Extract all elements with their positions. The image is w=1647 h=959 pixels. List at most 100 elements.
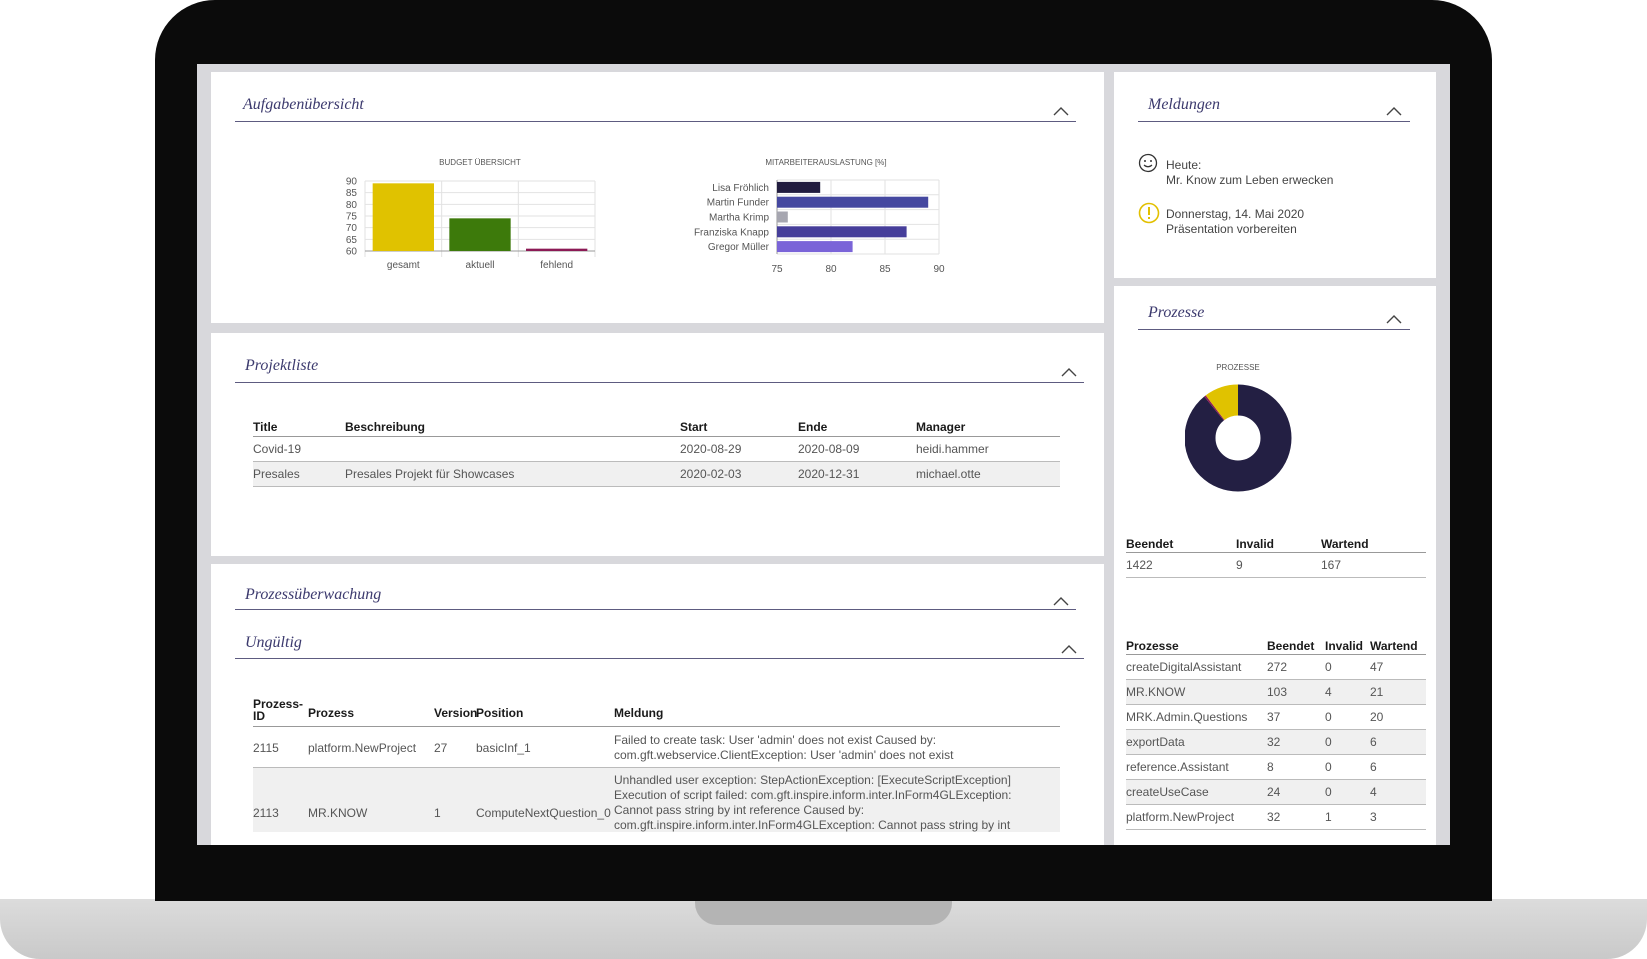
chart-title: BUDGET ÜBERSICHT (439, 158, 521, 167)
column-header: Beendet (1126, 536, 1236, 553)
message-item[interactable]: Heute: Mr. Know zum Leben erwecken (1166, 158, 1333, 188)
collapse-chevron-icon[interactable] (1386, 314, 1402, 324)
cell-description: Presales Projekt für Showcases (345, 461, 680, 487)
cell-position: ComputeNextQuestion_0 (476, 806, 611, 820)
table-row[interactable]: MRK.Admin.Questions 37 0 20 (1126, 704, 1426, 730)
table-row[interactable]: Presales Presales Projekt für Showcases … (253, 461, 1060, 487)
cell-description (345, 436, 680, 462)
process-donut-chart: PROZESSE (1185, 363, 1292, 492)
warning-icon (1138, 202, 1160, 224)
y-tick-label: Gregor Müller (708, 242, 770, 253)
table-header-row: Beendet Invalid Wartend (1126, 536, 1426, 553)
x-tick-label: 80 (825, 264, 837, 275)
subpanel-title: Ungültig (245, 634, 302, 651)
x-tick-label: aktuell (466, 260, 495, 271)
title-divider (235, 382, 1084, 383)
message-text: Mr. Know zum Leben erwecken (1166, 173, 1334, 187)
table-row[interactable]: createDigitalAssistant 272 0 47 (1126, 654, 1426, 680)
column-header: Start (680, 419, 798, 437)
y-tick-label: Martin Funder (707, 198, 770, 209)
chart-title: PROZESSE (1216, 363, 1260, 372)
title-divider (1138, 121, 1410, 122)
table-row[interactable]: createUseCase 24 0 4 (1126, 779, 1426, 805)
cell-title: Covid-19 (253, 436, 345, 462)
title-divider (235, 121, 1076, 122)
cell-wartend: 20 (1370, 704, 1426, 730)
cell-wartend: 6 (1370, 754, 1426, 780)
cell-invalid: 0 (1325, 729, 1370, 755)
panel-meldungen: Meldungen Heute: Mr. Know zum Leben erwe… (1114, 72, 1436, 278)
bar-lisa-fröhlich (777, 181, 821, 193)
y-tick-label: 90 (346, 177, 358, 188)
table-row: 1422 9 167 (1126, 552, 1426, 578)
cell-invalid: 0 (1325, 704, 1370, 730)
y-tick-label: 75 (346, 212, 358, 223)
column-header: Invalid (1236, 536, 1321, 553)
collapse-chevron-icon[interactable] (1053, 596, 1069, 606)
cell-beendet: 37 (1267, 704, 1325, 730)
y-tick-label: Franziska Knapp (694, 227, 769, 238)
column-header: Invalid (1325, 638, 1370, 655)
table-header-row: Title Beschreibung Start Ende Manager (253, 419, 1060, 437)
panel-title: Prozessüberwachung (245, 586, 382, 603)
cell-wartend: 47 (1370, 654, 1426, 680)
cell-wartend: 6 (1370, 729, 1426, 755)
smiley-icon (1138, 153, 1158, 173)
panel-title: Projektliste (245, 357, 319, 374)
column-header: Meldung (614, 706, 664, 720)
panel-title: Prozesse (1148, 304, 1205, 321)
title-divider (235, 658, 1084, 659)
y-tick-label: Martha Krimp (709, 213, 769, 224)
table-row[interactable]: platform.NewProject 32 1 3 (1126, 804, 1426, 830)
x-tick-label: 85 (879, 264, 891, 275)
message-heading: Heute: (1166, 158, 1202, 172)
cell-invalid: 0 (1325, 779, 1370, 805)
table-row[interactable]: 2115 platform.NewProject 27 basicInf_1 F… (253, 727, 1060, 768)
table-row[interactable]: exportData 32 0 6 (1126, 729, 1426, 755)
x-tick-label: fehlend (540, 260, 573, 271)
collapse-chevron-icon[interactable] (1061, 367, 1077, 377)
cell-invalid: 9 (1236, 552, 1321, 578)
message-item[interactable]: Donnerstag, 14. Mai 2020 Präsentation vo… (1166, 207, 1304, 237)
table-row[interactable]: 2113 MR.KNOW 1 ComputeNextQuestion_0 Unh… (253, 768, 1060, 832)
table-row[interactable]: MR.KNOW 103 4 21 (1126, 679, 1426, 705)
cell-start: 2020-02-03 (680, 461, 798, 487)
y-tick-label: 70 (346, 223, 358, 234)
cell-beendet: 32 (1267, 729, 1325, 755)
collapse-chevron-icon[interactable] (1061, 644, 1077, 654)
cell-wartend: 3 (1370, 804, 1426, 830)
cell-beendet: 103 (1267, 679, 1325, 705)
column-header: Version (434, 706, 478, 720)
table-header-row: Prozess-ID Prozess Version Position Meld… (253, 698, 1060, 727)
cell-version: 27 (434, 741, 448, 755)
donut-slice-wartend (1185, 384, 1292, 492)
cell-invalid: 4 (1325, 679, 1370, 705)
x-tick-label: 75 (771, 264, 783, 275)
title-divider (1138, 329, 1410, 330)
y-tick-label: 85 (346, 188, 358, 199)
cell-wartend: 4 (1370, 779, 1426, 805)
cell-beendet: 24 (1267, 779, 1325, 805)
bar-gesamt (372, 183, 434, 251)
cell-process: reference.Assistant (1126, 754, 1267, 780)
x-tick-label: 90 (933, 264, 945, 275)
cell-beendet: 1422 (1126, 552, 1236, 578)
message-line: Unhandled user exception: StepActionExce… (614, 773, 1011, 787)
bar-gregor-müller (777, 241, 853, 253)
panel-title: Aufgabenübersicht (243, 96, 364, 113)
table-row[interactable]: reference.Assistant 8 0 6 (1126, 754, 1426, 780)
y-tick-label: 65 (346, 235, 358, 246)
cell-start: 2020-08-29 (680, 436, 798, 462)
process-table: Prozesse Beendet Invalid Wartend createD… (1126, 638, 1426, 830)
panel-prozesse: Prozesse PROZESSE Beendet Invalid Warten… (1114, 286, 1436, 845)
table-row[interactable]: Covid-19 2020-08-29 2020-08-09 heidi.ham… (253, 436, 1060, 462)
column-header: Beschreibung (345, 419, 680, 437)
collapse-chevron-icon[interactable] (1053, 106, 1069, 116)
cell-message: Unhandled user exception: StepActionExce… (614, 773, 1012, 833)
cell-end: 2020-12-31 (798, 461, 916, 487)
collapse-chevron-icon[interactable] (1386, 106, 1402, 116)
cell-process: platform.NewProject (308, 741, 417, 755)
bar-franziska-knapp (777, 226, 907, 238)
cell-process: createDigitalAssistant (1126, 654, 1267, 680)
